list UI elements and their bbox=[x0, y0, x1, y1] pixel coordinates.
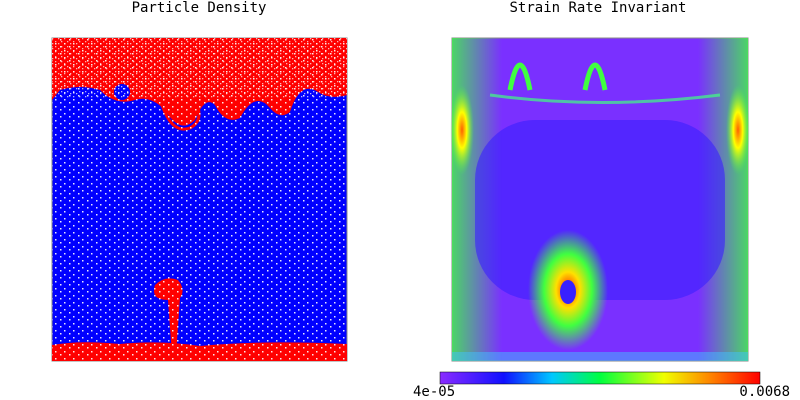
panel-title: Particle Density bbox=[132, 0, 267, 16]
strain-map bbox=[450, 37, 750, 362]
density-map bbox=[51, 37, 348, 362]
colorbar bbox=[439, 371, 761, 385]
colorbar-min-label: 4e-05 bbox=[413, 384, 455, 400]
colorbar-max-label: 0.0068 bbox=[739, 384, 790, 400]
panel-title: Strain Rate Invariant bbox=[509, 0, 686, 16]
